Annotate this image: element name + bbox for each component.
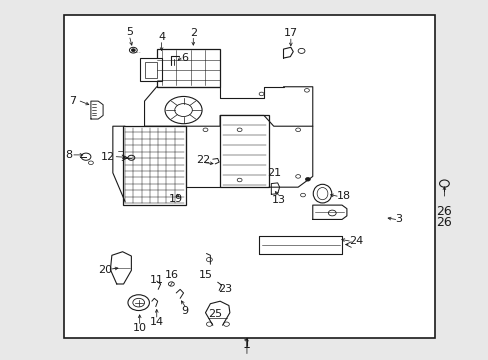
Circle shape — [305, 177, 310, 181]
Text: 10: 10 — [132, 323, 146, 333]
Text: 6: 6 — [181, 53, 188, 63]
Bar — [157, 49, 220, 87]
Text: 19: 19 — [169, 194, 183, 204]
Text: 7: 7 — [69, 96, 76, 106]
Text: 22: 22 — [196, 155, 210, 165]
Text: 21: 21 — [266, 168, 280, 178]
Ellipse shape — [317, 188, 327, 200]
Text: 24: 24 — [348, 236, 363, 246]
Text: 9: 9 — [181, 306, 188, 316]
Text: 1: 1 — [243, 338, 250, 351]
Text: 11: 11 — [149, 275, 163, 285]
Text: 12: 12 — [101, 152, 115, 162]
Text: 25: 25 — [208, 309, 222, 319]
Ellipse shape — [313, 184, 331, 203]
Bar — [140, 58, 161, 81]
Text: 16: 16 — [164, 270, 178, 280]
Text: 26: 26 — [436, 216, 451, 229]
Text: 18: 18 — [336, 191, 350, 201]
Text: 26: 26 — [436, 205, 451, 218]
Text: 3: 3 — [395, 215, 402, 224]
Text: 8: 8 — [65, 150, 73, 160]
Text: 15: 15 — [198, 270, 212, 280]
Text: 20: 20 — [98, 265, 112, 275]
Bar — [144, 62, 157, 78]
Bar — [220, 116, 268, 187]
Text: 17: 17 — [283, 28, 297, 39]
Text: 13: 13 — [271, 195, 285, 205]
Text: 4: 4 — [158, 32, 165, 42]
Bar — [122, 126, 185, 205]
Text: 5: 5 — [126, 27, 133, 37]
Bar — [64, 15, 434, 338]
Circle shape — [131, 49, 135, 51]
Text: 14: 14 — [149, 317, 163, 327]
Text: 2: 2 — [189, 28, 197, 39]
Text: 23: 23 — [218, 284, 232, 294]
